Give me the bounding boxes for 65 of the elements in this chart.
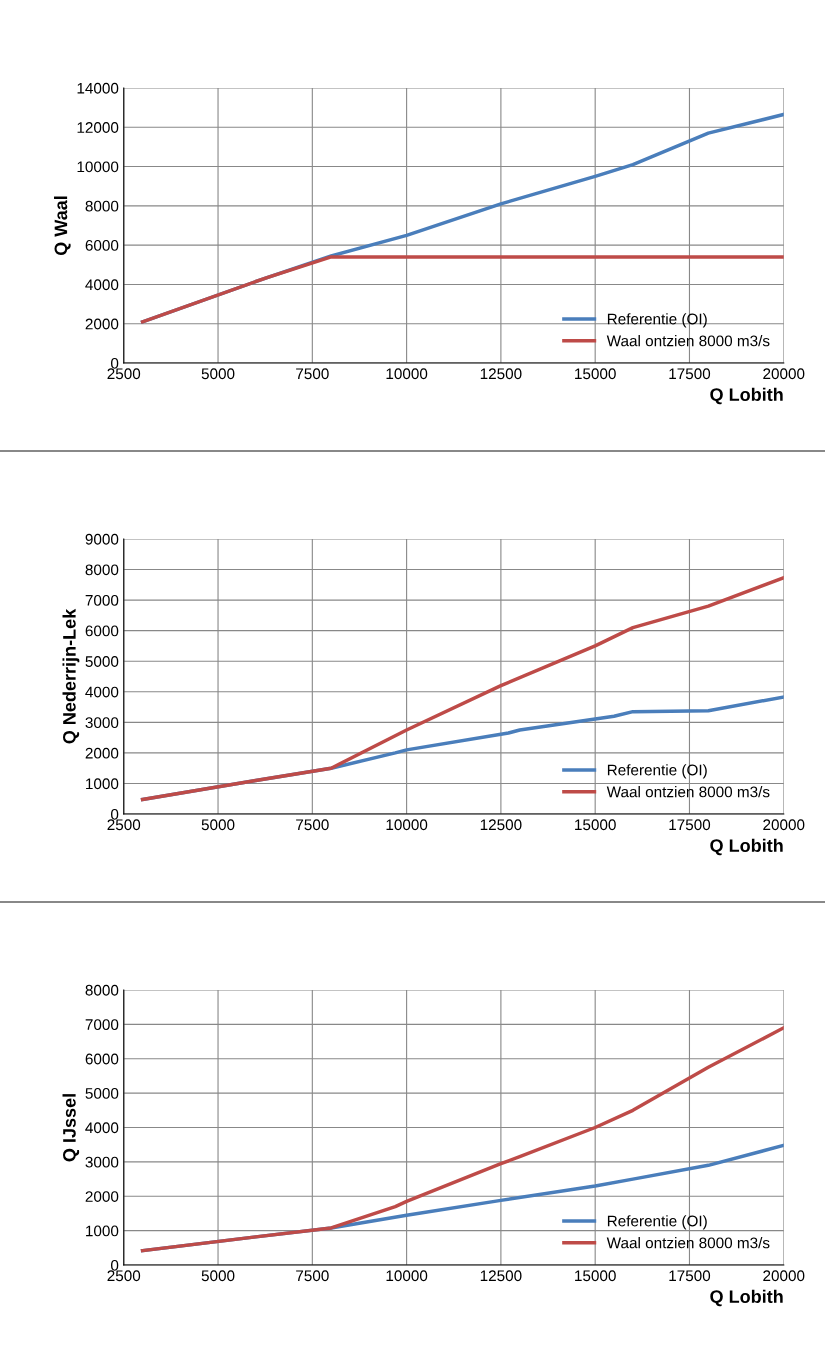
y-tick-label: 4000 [85, 1122, 119, 1134]
x-tick-label: 2500 [107, 1270, 141, 1282]
y-tick-label: 3000 [85, 1156, 119, 1168]
x-axis-title: Q Lobith [710, 838, 783, 856]
y-axis-title: Q Nederrijn-Lek [62, 608, 80, 744]
y-tick-label: 10000 [77, 161, 119, 173]
y-tick-label: 7000 [85, 1019, 119, 1031]
line-series [140, 576, 784, 802]
y-tick-label: 7000 [85, 594, 119, 606]
y-axis-title: Q Waal [54, 196, 71, 256]
x-tick-label: 20000 [763, 368, 805, 380]
y-tick-label: 4000 [85, 279, 119, 291]
x-tick-label: 5000 [201, 368, 235, 380]
x-tick-label: 2500 [107, 819, 141, 831]
x-axis-title: Q Lobith [710, 387, 783, 405]
x-tick-label: 7500 [296, 1270, 329, 1282]
legend-label: Waal ontzien 8000 m3/s [606, 1237, 770, 1249]
y-tick-label: 8000 [85, 564, 119, 576]
y-tick-label: 6000 [85, 1053, 119, 1065]
x-tick-label: 7500 [296, 819, 329, 831]
y-axis-title: Q IJssel [62, 1094, 80, 1162]
x-tick-label: 12500 [480, 819, 522, 831]
x-tick-label: 7500 [296, 368, 329, 380]
legend-label: Waal ontzien 8000 m3/s [606, 335, 770, 347]
line-series [140, 1026, 784, 1253]
x-tick-label: 17500 [669, 368, 711, 380]
x-tick-label: 10000 [386, 368, 428, 380]
y-tick-label: 1000 [86, 778, 119, 790]
x-tick-label: 17500 [669, 1270, 711, 1282]
y-tick-label: 2000 [85, 1191, 119, 1202]
x-tick-label: 15000 [575, 368, 616, 380]
y-tick-label: 8000 [85, 984, 119, 996]
y-tick-label: 6000 [85, 240, 119, 251]
x-tick-label: 10000 [386, 819, 428, 831]
y-tick-label: 5000 [85, 1087, 119, 1099]
x-tick-label: 15000 [575, 819, 616, 831]
y-tick-label: 5000 [85, 656, 119, 667]
y-tick-label: 8000 [85, 200, 119, 212]
y-tick-label: 0 [110, 808, 119, 820]
y-tick-label: 6000 [85, 625, 119, 637]
legend-label: Referentie (OI) [607, 313, 707, 328]
y-tick-label: 9000 [85, 533, 119, 545]
y-tick-label: 12000 [77, 122, 119, 133]
x-tick-label: 5000 [201, 819, 235, 831]
x-tick-label: 2500 [107, 368, 141, 380]
x-tick-label: 10000 [386, 1270, 428, 1282]
y-tick-label: 0 [110, 357, 119, 369]
legend-label: Referentie (OI) [607, 1215, 707, 1230]
y-tick-label: 4000 [85, 686, 119, 698]
y-tick-label: 2000 [85, 318, 119, 330]
legend-label: Referentie (OI) [607, 764, 707, 779]
x-tick-label: 15000 [575, 1270, 616, 1282]
x-tick-label: 12500 [480, 368, 522, 380]
y-tick-label: 2000 [85, 747, 119, 759]
x-tick-label: 20000 [763, 819, 805, 831]
y-tick-label: 0 [110, 1259, 119, 1271]
x-tick-label: 5000 [201, 1270, 235, 1282]
x-axis-title: Q Lobith [710, 1289, 783, 1307]
x-tick-label: 12500 [480, 1270, 522, 1282]
y-tick-label: 1000 [86, 1225, 119, 1237]
y-tick-label: 14000 [77, 82, 119, 94]
legend-label: Waal ontzien 8000 m3/s [606, 786, 770, 798]
x-tick-label: 17500 [669, 819, 711, 831]
x-tick-label: 20000 [763, 1270, 805, 1282]
y-tick-label: 3000 [85, 717, 119, 729]
